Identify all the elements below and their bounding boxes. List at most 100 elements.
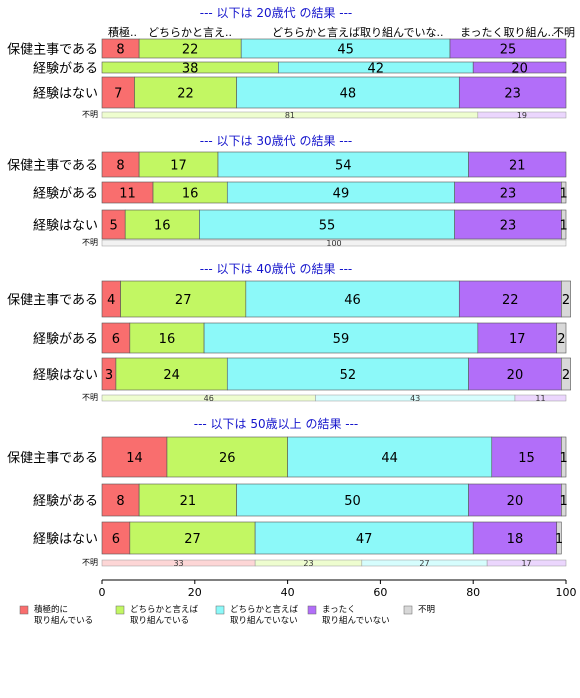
legend-swatch [403,605,413,615]
bar-segment [101,436,168,478]
data-label: 6 [112,332,120,347]
row-label: 経験はない [33,368,98,383]
bar-segment [454,209,562,240]
bar-segment [129,521,256,555]
data-label: 20 [507,368,524,383]
unknown-data-label: 27 [419,559,429,568]
bar-segment [556,521,562,555]
data-label: 49 [333,187,350,202]
legend-label: まったく取り組んでいない [322,605,390,626]
data-label: 15 [518,451,535,466]
data-label: 4 [107,293,115,308]
legend-swatch [307,605,317,615]
bar-segment [101,322,131,354]
unknown-data-label: 19 [517,111,527,120]
x-tick-label: 20 [188,586,202,599]
bar-segment [101,76,135,109]
column-header: まったく取り組ん.. [460,26,555,39]
data-label: 21 [180,494,197,509]
data-label: 27 [184,532,201,547]
unknown-bar-segment [514,394,567,402]
data-label: 3 [105,368,113,383]
data-label: 24 [163,368,180,383]
column-header: 積極.. [108,25,137,39]
bar-segment [287,436,493,478]
data-label: 23 [500,219,517,234]
unknown-data-label: 81 [285,111,295,120]
bar-segment [458,76,567,109]
data-label: 46 [344,293,361,308]
x-tick-label: 100 [556,586,577,599]
row-label: 経験がある [33,187,98,202]
legend-label: 積極的に取り組んでいる [34,604,93,626]
bar-segment [101,151,140,178]
bar-segment [166,436,288,478]
bar-segment [101,521,131,555]
data-label: 1 [560,451,568,466]
data-label: 48 [340,87,357,102]
panel-title: --- 以下は 30歳代 の結果 --- [200,134,353,148]
bar-segment [115,357,228,391]
row-label: 経験がある [33,494,98,509]
bar-segment [561,209,567,240]
data-label: 1 [555,532,563,547]
x-tick-label: 80 [466,586,480,599]
data-label: 17 [170,159,187,174]
data-label: 52 [340,368,357,383]
data-label: 47 [356,532,373,547]
panel-title: --- 以下は 40歳代 の結果 --- [200,262,353,276]
bar-segment [138,151,219,178]
bar-segment [236,76,460,109]
data-label: 8 [116,159,124,174]
bar-segment [124,209,200,240]
data-label: 1 [560,187,568,202]
unknown-data-label: 43 [410,394,420,403]
data-label: 7 [114,87,122,102]
data-label: 26 [219,451,236,466]
data-label: 25 [500,43,517,58]
data-label: 16 [159,332,176,347]
legend-label: どちらかと言えば取り組んでいない [230,604,299,626]
unknown-data-label: 17 [521,559,531,568]
legend-swatch [215,605,225,615]
bar-segment [472,61,567,74]
unknown-data-label: 23 [303,559,313,568]
bar-segment [468,357,562,391]
bar-segment [472,521,558,555]
data-label: 27 [175,293,192,308]
data-label: 21 [509,159,526,174]
data-label: 54 [335,159,352,174]
bar-segment [468,483,562,517]
legend-swatch [115,605,125,615]
row-label: 経験がある [33,62,98,77]
data-label: 8 [116,494,124,509]
data-label: 11 [119,187,136,202]
legend-label: どちらかと言えば取り組んでいる [130,604,199,626]
unknown-row-label: 不明 [82,558,98,567]
x-tick-label: 60 [373,586,387,599]
unknown-row-label: 不明 [82,110,98,119]
data-label: 22 [502,293,519,308]
data-label: 59 [333,332,350,347]
unknown-data-label: 100 [326,239,341,248]
row-label: 保健主事である [7,159,98,174]
data-label: 2 [562,368,570,383]
bar-segment [120,280,247,318]
bar-segment [468,151,567,178]
data-label: 23 [504,87,521,102]
unknown-data-label: 46 [204,394,214,403]
unknown-row-label: 不明 [82,393,98,402]
data-label: 20 [511,62,528,77]
bar-segment [134,76,237,109]
x-tick-label: 0 [99,586,106,599]
column-header: 不明 [553,26,575,39]
data-label: 16 [182,187,199,202]
bar-segment [245,280,460,318]
data-label: 2 [562,293,570,308]
unknown-data-label: 11 [535,394,545,403]
bar-segment [561,357,571,391]
data-label: 38 [182,62,199,77]
data-label: 6 [112,532,120,547]
data-label: 22 [177,87,194,102]
